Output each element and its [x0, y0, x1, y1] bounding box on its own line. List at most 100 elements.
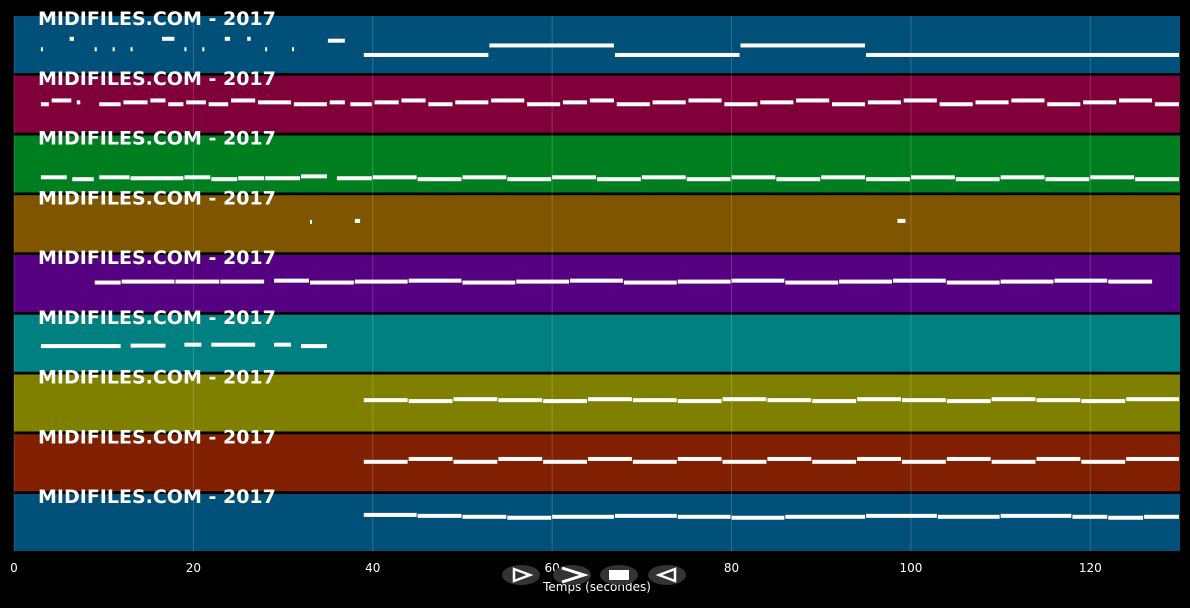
note	[588, 397, 632, 402]
note	[516, 279, 570, 284]
note	[94, 47, 97, 52]
note	[1000, 175, 1045, 180]
note	[40, 175, 67, 180]
note	[408, 278, 462, 283]
note	[175, 279, 220, 284]
note	[293, 102, 327, 107]
x-tick-label: 0	[10, 561, 18, 575]
note	[939, 102, 973, 107]
note	[453, 397, 498, 402]
note	[1072, 514, 1108, 519]
note	[329, 100, 345, 105]
note	[462, 514, 507, 519]
note	[309, 219, 312, 224]
note	[903, 98, 937, 103]
note	[867, 100, 901, 105]
note	[211, 342, 256, 347]
note	[866, 513, 937, 518]
note	[740, 43, 866, 48]
note	[121, 279, 175, 284]
track-band	[14, 494, 1180, 551]
note	[722, 459, 767, 464]
track-band	[14, 135, 1180, 193]
note	[168, 102, 184, 107]
note	[417, 177, 462, 182]
note	[453, 459, 498, 464]
note	[123, 100, 148, 105]
note	[491, 98, 525, 103]
note	[184, 175, 211, 180]
note	[614, 513, 677, 518]
note	[1154, 102, 1179, 107]
note	[455, 100, 489, 105]
note	[220, 279, 265, 284]
note	[211, 177, 238, 182]
track-band	[14, 314, 1180, 372]
note	[40, 102, 49, 107]
note	[247, 36, 251, 41]
note	[946, 399, 991, 404]
note	[1081, 459, 1126, 464]
note	[507, 177, 552, 182]
play-button[interactable]	[502, 565, 540, 585]
note	[812, 459, 857, 464]
note	[69, 36, 74, 41]
note	[677, 279, 731, 284]
note	[821, 175, 866, 180]
note	[150, 98, 166, 103]
note	[527, 102, 561, 107]
note	[677, 456, 722, 461]
note	[401, 98, 426, 103]
forward-button[interactable]	[553, 565, 591, 585]
note	[543, 399, 588, 404]
note	[1119, 98, 1153, 103]
note	[614, 52, 740, 57]
note	[785, 514, 866, 519]
note	[570, 278, 623, 283]
note	[301, 344, 327, 349]
note	[543, 459, 588, 464]
track-label: MIDIFILES.COM - 2017	[38, 426, 276, 448]
note	[99, 102, 121, 107]
note	[99, 175, 130, 180]
note	[652, 100, 686, 105]
note	[408, 399, 453, 404]
note	[1011, 98, 1045, 103]
note	[462, 175, 507, 180]
note	[231, 98, 256, 103]
note	[686, 177, 731, 182]
note	[731, 278, 785, 283]
x-tick-label: 20	[186, 561, 201, 575]
note	[955, 177, 1000, 182]
playback-controls	[502, 565, 686, 585]
note	[408, 456, 453, 461]
note	[363, 398, 408, 403]
stop-button[interactable]	[600, 565, 638, 585]
note	[265, 176, 301, 181]
note	[767, 398, 812, 403]
note	[40, 344, 121, 349]
note	[901, 459, 946, 464]
note	[866, 52, 1179, 57]
note	[301, 174, 327, 179]
track-band	[14, 434, 1180, 492]
note	[489, 43, 614, 48]
note	[274, 278, 309, 283]
note	[130, 176, 184, 181]
note	[975, 100, 1009, 105]
track-label: MIDIFILES.COM - 2017	[38, 187, 276, 209]
note	[208, 102, 229, 107]
note	[238, 176, 265, 181]
note	[94, 280, 121, 285]
note	[1108, 515, 1144, 520]
note	[623, 280, 677, 285]
note	[991, 397, 1036, 402]
note	[796, 98, 830, 103]
track-label: MIDIFILES.COM - 2017	[38, 68, 276, 90]
rewind-button[interactable]	[648, 565, 686, 585]
note	[991, 459, 1036, 464]
note	[309, 280, 354, 285]
note	[724, 102, 758, 107]
note	[1036, 456, 1081, 461]
note	[372, 175, 417, 180]
